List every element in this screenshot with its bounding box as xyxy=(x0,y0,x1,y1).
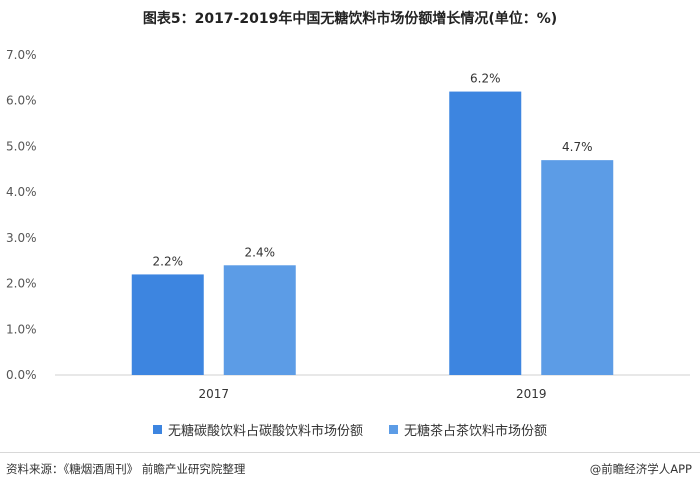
data-label: 6.2% xyxy=(470,72,501,86)
data-label: 2.2% xyxy=(153,254,184,268)
data-label: 2.4% xyxy=(245,245,276,259)
data-label: 4.7% xyxy=(562,140,593,154)
y-tick-label: 0.0% xyxy=(6,368,37,382)
x-category-label: 2019 xyxy=(516,387,547,401)
bars-group xyxy=(131,91,614,376)
chart-title: 图表5：2017-2019年中国无糖饮料市场份额增长情况(单位：%) xyxy=(142,11,558,27)
legend: 无糖碳酸饮料占碳酸饮料市场份额 无糖茶占茶饮料市场份额 xyxy=(0,420,700,439)
y-tick-label: 7.0% xyxy=(6,48,37,62)
bar-2019-series-1 xyxy=(449,91,522,376)
brand-credit: @前瞻经济学人APP xyxy=(589,462,692,476)
y-tick-label: 5.0% xyxy=(6,139,37,153)
y-tick-label: 1.0% xyxy=(6,322,37,336)
y-tick-label: 6.0% xyxy=(6,94,37,108)
y-tick-label: 3.0% xyxy=(6,231,37,245)
source-note: 资料来源：《糖烟酒周刊》 前瞻产业研究院整理 xyxy=(6,462,246,476)
legend-swatch xyxy=(389,425,398,434)
category-labels-group: 2017 2019 xyxy=(198,387,546,401)
data-labels-group: 2.2% 2.4% 6.2% 4.7% xyxy=(153,72,593,269)
legend-label: 无糖碳酸饮料占碳酸饮料市场份额 xyxy=(167,424,363,439)
y-tick-label: 4.0% xyxy=(6,185,37,199)
legend-label: 无糖茶占茶饮料市场份额 xyxy=(404,424,548,439)
bar-chart: 0.0% 1.0% 2.0% 3.0% 4.0% 5.0% 6.0% 7.0% 2.2% 2.4… xyxy=(6,48,690,401)
footer: 资料来源：《糖烟酒周刊》 前瞻产业研究院整理 @前瞻经济学人APP xyxy=(0,452,700,490)
bar-2017-series-1 xyxy=(131,274,204,375)
legend-item-series-2: 无糖茶占茶饮料市场份额 xyxy=(389,420,547,439)
bar-2019-series-2 xyxy=(541,160,614,375)
y-axis-ticks: 0.0% 1.0% 2.0% 3.0% 4.0% 5.0% 6.0% 7.0% xyxy=(6,48,37,382)
x-category-label: 2017 xyxy=(198,387,229,401)
bar-2017-series-2 xyxy=(223,265,296,375)
legend-swatch xyxy=(152,425,162,434)
legend-item-series-1: 无糖碳酸饮料占碳酸饮料市场份额 xyxy=(152,420,363,439)
y-tick-label: 2.0% xyxy=(6,277,37,291)
